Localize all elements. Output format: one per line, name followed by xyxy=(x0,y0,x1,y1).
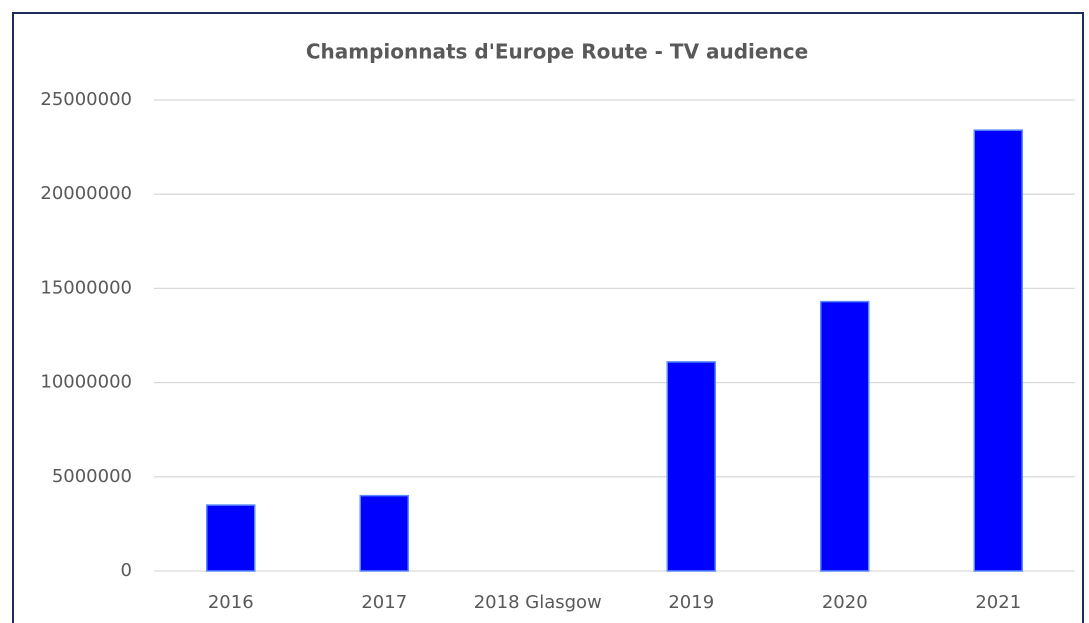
bar xyxy=(359,494,409,572)
bar xyxy=(820,300,870,572)
y-tick-label: 5000000 xyxy=(52,466,132,487)
x-tick-label: 2017 xyxy=(361,592,407,613)
y-tick-label: 25000000 xyxy=(40,89,132,110)
chart-title: Championnats d'Europe Route - TV audienc… xyxy=(306,40,808,64)
y-tick-label: 0 xyxy=(121,560,132,581)
bar xyxy=(666,361,716,572)
chart-frame xyxy=(12,12,1084,623)
y-tick-label: 20000000 xyxy=(40,183,132,204)
x-tick-label: 2020 xyxy=(822,592,868,613)
x-tick-label: 2016 xyxy=(208,592,254,613)
bar xyxy=(206,504,256,572)
y-tick-label: 15000000 xyxy=(40,277,132,298)
x-tick-label: 2021 xyxy=(975,592,1021,613)
x-tick-label: 2018 Glasgow xyxy=(474,592,602,613)
x-tick-label: 2019 xyxy=(668,592,714,613)
bar xyxy=(973,129,1023,572)
y-tick-label: 10000000 xyxy=(40,372,132,393)
